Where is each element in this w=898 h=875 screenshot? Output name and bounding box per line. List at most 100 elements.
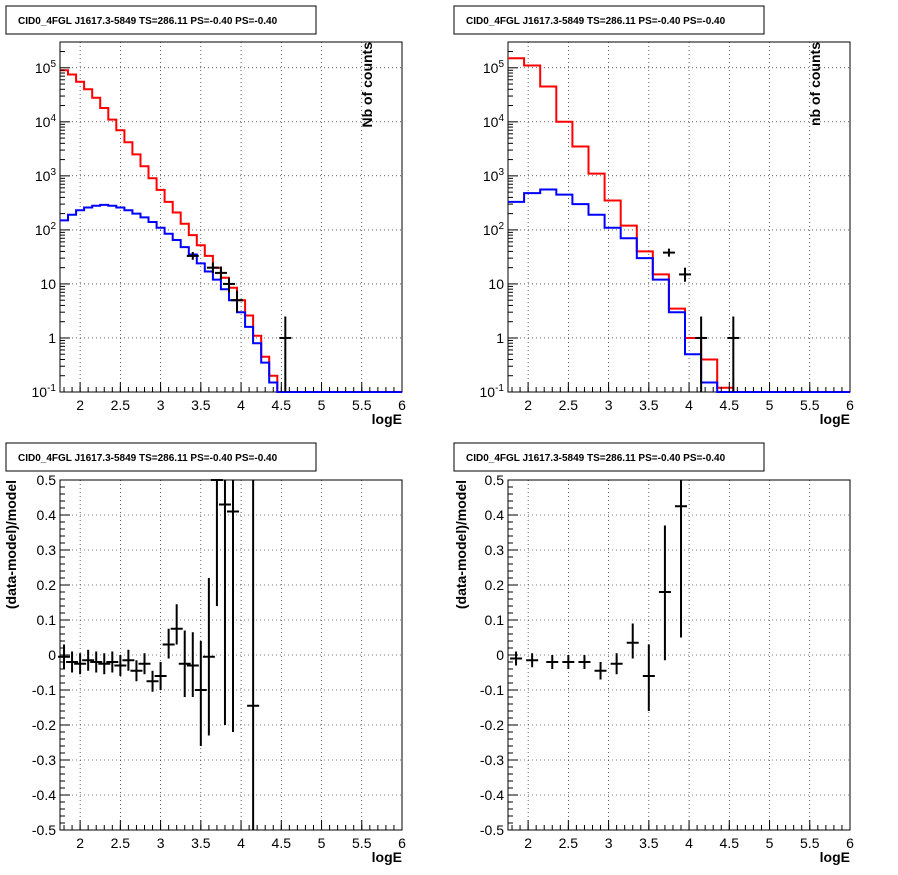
y-tick-label: -0.4: [32, 787, 56, 803]
y-tick-label: -0.2: [32, 717, 56, 733]
data-point: [214, 266, 227, 280]
y-tick-base: 10: [35, 222, 51, 238]
data-point: [138, 653, 151, 675]
x-tick-label: 2: [76, 835, 84, 851]
data-point: [210, 479, 223, 606]
x-tick-label: 2.5: [559, 397, 579, 413]
x-tick-label: 3: [157, 397, 165, 413]
y-axis-label: Nb of counts: [359, 42, 375, 128]
data-points: [58, 479, 260, 830]
y-tick-label: 104: [483, 113, 505, 130]
y-tick-label: 10-1: [32, 383, 57, 400]
y-tick-label: 0: [48, 647, 56, 663]
y-tick-exponent: 4: [498, 113, 504, 124]
data-point: [82, 649, 95, 671]
x-tick-label: 4.5: [720, 835, 740, 851]
y-tick-label: 0.1: [485, 612, 505, 628]
y-tick-label: -0.3: [480, 752, 504, 768]
y-tick-base: 10: [32, 384, 48, 400]
plot-frame: [59, 41, 403, 393]
x-tick-label: 5.5: [352, 835, 372, 851]
x-tick-label: 6: [398, 835, 406, 851]
data-point: [186, 251, 199, 260]
y-tick-label: 103: [35, 167, 57, 184]
plot-frame: [507, 479, 851, 831]
histogram-series-1: [60, 203, 402, 393]
x-tick-label: 3: [605, 835, 613, 851]
plot-frame: [59, 479, 403, 831]
x-tick-label: 5: [318, 835, 326, 851]
data-point: [526, 653, 539, 668]
data-point: [510, 651, 523, 666]
data-point: [562, 655, 575, 669]
data-point: [186, 632, 199, 697]
x-tick-label: 6: [398, 397, 406, 413]
data-point: [594, 662, 607, 680]
y-tick-label: 0.1: [37, 612, 57, 628]
y-tick-exponent: 5: [498, 59, 504, 70]
y-tick-label: -0.5: [480, 822, 504, 838]
x-tick-label: 3.5: [639, 397, 659, 413]
data-point: [231, 290, 244, 313]
chart-title: CID0_4FGL J1617.3-5849 TS=286.11 PS=-0.4…: [18, 16, 278, 27]
series-group: [60, 69, 402, 393]
y-tick-label: 103: [483, 167, 505, 184]
data-point: [206, 262, 219, 273]
y-tick-label: 0.2: [485, 577, 505, 593]
y-tick-label: 10: [40, 276, 56, 292]
x-tick-label: 2: [524, 397, 532, 413]
y-tick-label: 105: [35, 59, 57, 76]
data-point: [90, 651, 103, 673]
y-tick-exponent: 4: [50, 113, 56, 124]
y-tick-label: 10-1: [480, 383, 505, 400]
series-group: [508, 57, 850, 393]
grid: [508, 42, 851, 393]
x-tick-label: 2.5: [559, 835, 579, 851]
data-point: [170, 604, 183, 645]
data-point: [727, 316, 740, 392]
data-point: [662, 248, 675, 257]
x-tick-label: 4: [237, 835, 245, 851]
x-tick-label: 3.5: [191, 397, 211, 413]
x-tick-label: 5: [766, 397, 774, 413]
title-box: [5, 5, 317, 35]
x-tick-label: 5.5: [800, 835, 820, 851]
data-point: [114, 655, 127, 676]
y-tick-label: 102: [35, 221, 57, 238]
chart-title: CID0_4FGL J1617.3-5849 TS=286.11 PS=-0.4…: [18, 453, 278, 464]
data-points: [510, 480, 688, 711]
y-tick-label: 1: [48, 330, 56, 346]
x-tick-label: 6: [846, 835, 854, 851]
y-tick-label: -0.1: [32, 682, 56, 698]
x-tick-label: 4: [685, 397, 693, 413]
x-tick-label: 2.5: [111, 397, 131, 413]
y-tick-label: 0.4: [485, 507, 505, 523]
y-tick-label: -0.5: [32, 822, 56, 838]
y-tick-exponent: 2: [50, 221, 56, 232]
x-axis-label: logE: [820, 411, 850, 427]
y-tick-base: 10: [483, 114, 499, 130]
y-tick-exponent: -1: [495, 383, 504, 394]
data-point: [122, 649, 135, 671]
x-tick-label: 2: [524, 835, 532, 851]
grid: [508, 479, 851, 831]
x-tick-label: 4: [685, 835, 693, 851]
x-tick-label: 3: [157, 835, 165, 851]
x-tick-label: 5.5: [800, 397, 820, 413]
y-axis-label: (data-model)/model: [3, 480, 19, 609]
data-point: [279, 316, 292, 392]
y-tick-base: 10: [483, 168, 499, 184]
data-point: [74, 653, 87, 675]
y-tick-label: 102: [483, 221, 505, 238]
chart-title: CID0_4FGL J1617.3-5849 TS=286.11 PS=-0.4…: [466, 16, 726, 27]
residuals-panel-bottom-left: 2 2.5 3 3.5 4 4.5 5 5.5 6 -0.5 -0.4 -0.3 -0.2 -0.1 0 0.…: [3, 442, 406, 865]
y-tick-label: 0.2: [37, 577, 57, 593]
y-tick-label: -0.4: [480, 787, 504, 803]
data-point: [162, 628, 175, 659]
x-tick-label: 6: [846, 397, 854, 413]
y-tick-label: 105: [483, 59, 505, 76]
